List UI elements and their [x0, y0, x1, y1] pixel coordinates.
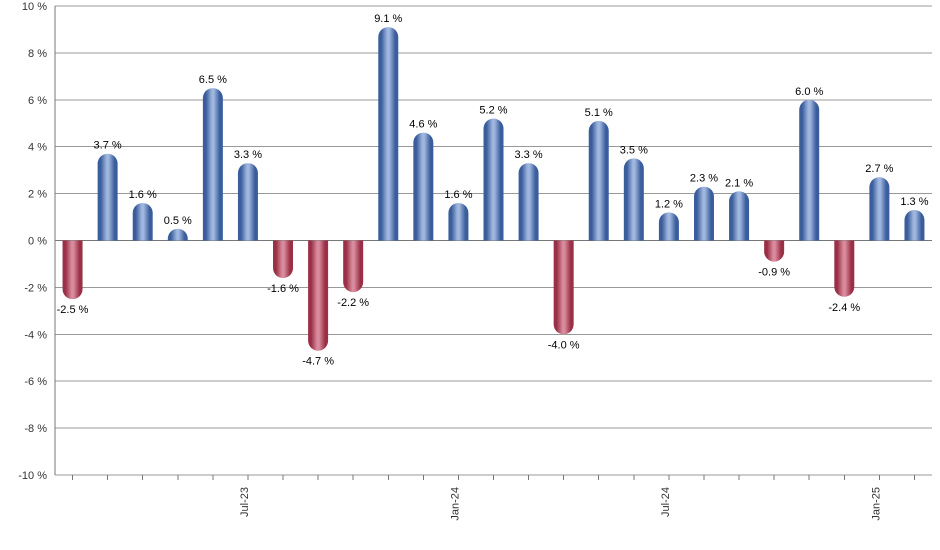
bar-value-label: 3.3 % — [515, 149, 543, 161]
bar-value-label: 6.0 % — [795, 86, 823, 98]
bar-value-label: 1.3 % — [900, 196, 928, 208]
bar-value-label: 3.3 % — [234, 149, 262, 161]
bar — [133, 203, 153, 241]
bar-value-label: 9.1 % — [374, 13, 402, 25]
bar — [273, 241, 293, 279]
bar — [168, 229, 188, 241]
percentage-bar-chart: -10 % -8 % -6 % -4 % -2 % 0 % 2 % 4 % 6 % 8 % 10 %… — [0, 0, 940, 550]
y-tick-label: 8 % — [28, 48, 47, 60]
bar — [694, 187, 714, 241]
y-tick-label: -4 % — [24, 329, 47, 341]
x-tick-label: Jan-24 — [449, 487, 461, 521]
bar-value-label: 0.5 % — [164, 215, 192, 227]
bar-value-label: 2.7 % — [865, 163, 893, 175]
bar — [659, 212, 679, 240]
bar — [764, 241, 784, 262]
bar — [799, 100, 819, 241]
bar — [203, 88, 223, 240]
x-tick-label: Jul-23 — [239, 487, 251, 517]
bar-value-label: -2.4 % — [828, 302, 860, 314]
bar — [729, 191, 749, 240]
y-tick-label: 0 % — [28, 236, 47, 248]
y-tick-label: -10 % — [18, 470, 47, 482]
bar-value-label: -2.5 % — [57, 304, 89, 316]
bar — [63, 241, 83, 300]
y-tick-label: 6 % — [28, 95, 47, 107]
bar-value-label: 6.5 % — [199, 74, 227, 86]
bar — [98, 154, 118, 241]
bar-value-label: 5.2 % — [479, 105, 507, 117]
y-tick-label: 4 % — [28, 142, 47, 154]
bar-value-label: 1.6 % — [444, 189, 472, 201]
bar-value-label: -4.7 % — [302, 356, 334, 368]
bar — [589, 121, 609, 241]
bar-value-label: -4.0 % — [548, 339, 580, 351]
bar — [308, 241, 328, 351]
bar — [869, 177, 889, 240]
y-tick-label: -8 % — [24, 423, 47, 435]
bar-value-label: 3.7 % — [94, 140, 122, 152]
bar-value-label: -0.9 % — [758, 267, 790, 279]
bar — [484, 119, 504, 241]
bar — [834, 241, 854, 297]
bar-value-label: 3.5 % — [620, 144, 648, 156]
bar — [624, 158, 644, 240]
bar — [448, 203, 468, 241]
bar — [554, 241, 574, 335]
bar-value-label: 2.1 % — [725, 177, 753, 189]
bar-value-label: 1.6 % — [129, 189, 157, 201]
y-tick-label: 10 % — [22, 1, 47, 13]
bar — [904, 210, 924, 240]
bar — [519, 163, 539, 240]
y-tick-label: -6 % — [24, 376, 47, 388]
bar-value-label: 2.3 % — [690, 173, 718, 185]
bar-value-label: 1.2 % — [655, 198, 683, 210]
bar-value-label: 4.6 % — [409, 119, 437, 131]
bar-value-label: -1.6 % — [267, 283, 299, 295]
bar — [343, 241, 363, 293]
y-tick-label: 2 % — [28, 189, 47, 201]
x-tick-label: Jul-24 — [660, 487, 672, 517]
bar — [238, 163, 258, 240]
bar — [413, 133, 433, 241]
bar — [378, 27, 398, 240]
y-tick-label: -2 % — [24, 282, 47, 294]
x-tick-label: Jan-25 — [870, 487, 882, 521]
bar-value-label: -2.2 % — [337, 297, 369, 309]
bar-value-label: 5.1 % — [585, 107, 613, 119]
